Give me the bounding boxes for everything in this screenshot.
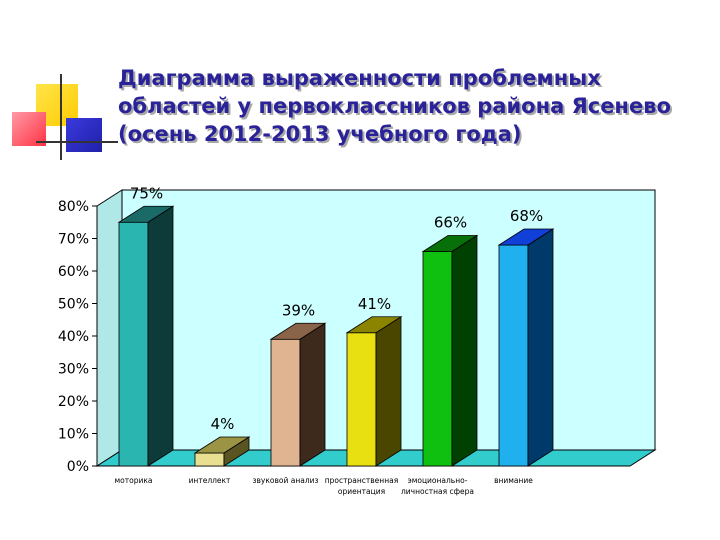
bar bbox=[421, 234, 479, 467]
data-label: 39% bbox=[282, 301, 315, 319]
y-tick-label: 30% bbox=[58, 362, 89, 378]
slide-title: Диаграмма выраженности проблемных област… bbox=[118, 66, 671, 146]
bar bbox=[345, 316, 403, 467]
data-label: 41% bbox=[358, 295, 391, 313]
data-label: 75% bbox=[130, 184, 163, 202]
bar-front bbox=[194, 452, 225, 467]
bar bbox=[117, 205, 175, 467]
y-tick-label: 10% bbox=[58, 427, 89, 443]
deco-line-horizontal bbox=[36, 141, 118, 143]
category-labels: моторика интеллект звуковой анализ простран… bbox=[115, 476, 534, 496]
bar-front bbox=[498, 244, 529, 467]
y-tick-label: 70% bbox=[58, 232, 89, 248]
bar-top bbox=[421, 235, 479, 252]
category-label: эмоционально- bbox=[408, 476, 468, 485]
category-label: ориентация bbox=[338, 487, 385, 496]
bar-side bbox=[451, 234, 478, 467]
y-tick-label: 60% bbox=[58, 264, 89, 280]
bar-side bbox=[147, 205, 174, 467]
data-label: 4% bbox=[211, 415, 235, 433]
data-labels: 75% 4% 39% 41% 66% 68% bbox=[130, 184, 543, 433]
y-tick-label: 80% bbox=[58, 199, 89, 215]
bar-top bbox=[117, 205, 175, 223]
bar-front bbox=[270, 338, 301, 467]
category-label: моторика bbox=[115, 476, 153, 485]
bar-top bbox=[345, 316, 403, 334]
y-tick-label: 40% bbox=[58, 329, 89, 345]
bar-front bbox=[422, 251, 453, 467]
bar bbox=[269, 322, 327, 467]
bar-side bbox=[375, 316, 402, 467]
bar-front bbox=[346, 332, 377, 467]
data-label: 66% bbox=[434, 214, 467, 232]
y-tick-label: 20% bbox=[58, 394, 89, 410]
bar-top bbox=[497, 228, 555, 246]
data-label: 68% bbox=[510, 207, 543, 225]
category-label: пространственная bbox=[325, 476, 398, 485]
category-label: внимание bbox=[494, 476, 533, 485]
category-label: звуковой анализ bbox=[253, 476, 319, 485]
bar-front bbox=[118, 221, 149, 467]
bar-side bbox=[299, 322, 326, 467]
bar-top bbox=[269, 322, 327, 340]
bar bbox=[497, 228, 555, 467]
y-tick-label: 50% bbox=[58, 297, 89, 313]
bar-top bbox=[193, 436, 251, 454]
category-label: интеллект bbox=[189, 476, 231, 485]
plot-side-wall bbox=[96, 189, 123, 467]
category-label: личностная сфера bbox=[401, 487, 474, 496]
bar-side bbox=[527, 228, 554, 467]
y-tick-label: 0% bbox=[67, 459, 89, 475]
deco-square-blue bbox=[66, 118, 102, 152]
bars bbox=[117, 205, 555, 467]
bar bbox=[193, 436, 251, 467]
deco-line-vertical bbox=[60, 74, 62, 160]
deco-square-red bbox=[12, 112, 46, 146]
